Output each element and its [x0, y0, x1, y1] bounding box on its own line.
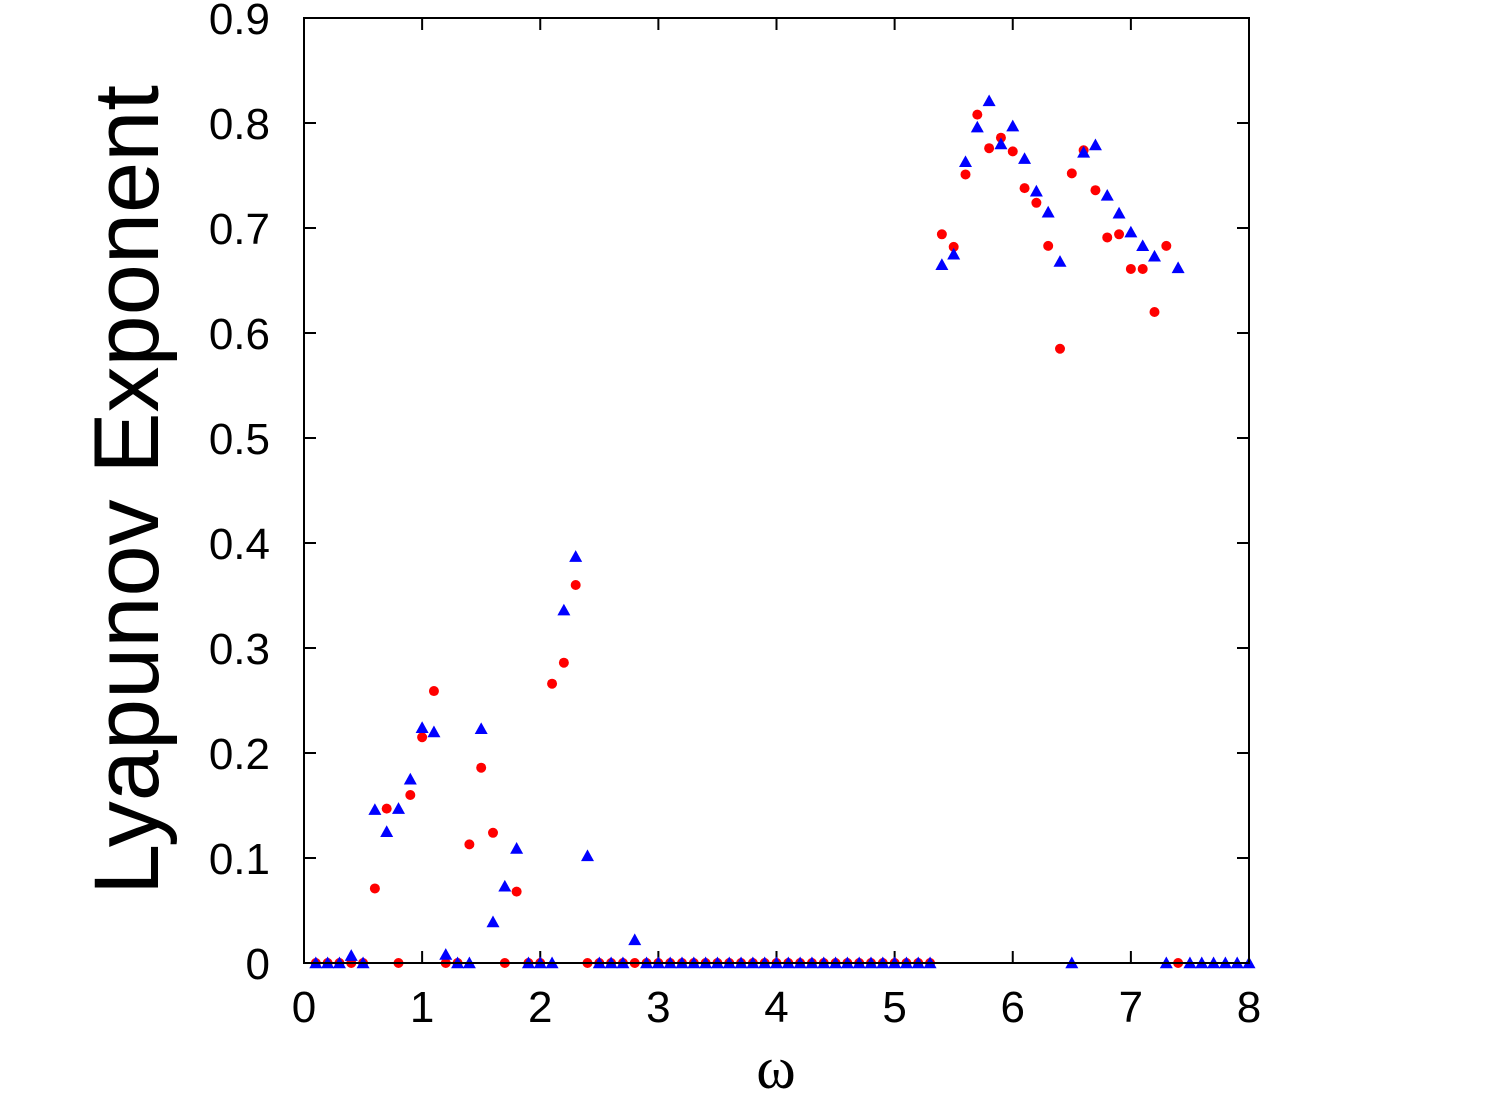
- y-tick-label: 0.6: [209, 310, 270, 359]
- data-point-triangle: [947, 247, 961, 260]
- data-point-triangle: [403, 772, 417, 785]
- data-point-triangle: [935, 258, 949, 270]
- data-point-circle: [547, 678, 558, 689]
- data-point-circle: [948, 241, 959, 252]
- data-point-circle: [1102, 232, 1113, 243]
- y-tick-labels: 0 0.1 0.2 0.3 0.4 0.5 0.6 0.7 0.8 0.9: [209, 0, 270, 989]
- plot-frame: [303, 17, 1250, 964]
- y-tick-label: 0: [246, 940, 270, 989]
- data-point-circle: [1007, 146, 1018, 157]
- data-point-circle: [984, 143, 995, 154]
- data-point-triangle: [1100, 188, 1114, 201]
- data-point-circle: [1149, 307, 1160, 317]
- data-point-triangle: [1029, 184, 1043, 197]
- data-point-circle: [405, 790, 416, 800]
- data-point-triangle: [959, 155, 972, 168]
- data-point-circle: [936, 229, 947, 240]
- data-point-triangle: [1148, 249, 1161, 262]
- x-tick-label: 6: [1001, 983, 1025, 1032]
- x-tick-label: 8: [1237, 983, 1261, 1032]
- data-point-triangle: [1136, 239, 1150, 252]
- data-point-triangle: [439, 948, 453, 960]
- data-point-circle: [1019, 183, 1030, 194]
- y-tick-label: 0.2: [209, 730, 270, 779]
- data-point-triangle: [1041, 205, 1055, 218]
- x-axis-label: ω: [756, 1035, 796, 1100]
- data-point-circle: [369, 883, 380, 894]
- data-point-circle: [1055, 343, 1065, 354]
- data-point-circle: [558, 657, 569, 668]
- data-point-circle: [960, 169, 971, 180]
- data-point-triangle: [368, 803, 382, 815]
- data-point-circle: [511, 886, 522, 897]
- data-point-circle: [1090, 185, 1101, 196]
- x-tick-label: 4: [764, 983, 788, 1032]
- y-tick-label: 0.3: [209, 625, 270, 674]
- data-point-circle: [381, 803, 392, 814]
- data-point-triangle: [1006, 119, 1020, 132]
- data-point-triangle: [1088, 138, 1102, 151]
- data-point-triangle: [581, 849, 594, 862]
- data-point-triangle: [380, 825, 394, 837]
- data-point-triangle: [415, 721, 429, 733]
- data-point-circle: [428, 686, 439, 697]
- data-point-circle: [1114, 229, 1125, 240]
- data-point-circle: [476, 762, 487, 773]
- data-point-triangle: [1053, 255, 1067, 267]
- data-point-triangle: [1171, 261, 1185, 274]
- x-tick-label: 2: [528, 983, 552, 1032]
- data-point-triangle: [427, 725, 441, 738]
- data-point-circle: [1031, 197, 1042, 208]
- data-point-triangle: [486, 915, 500, 928]
- y-tick-label: 0.8: [209, 100, 270, 149]
- data-point-circle: [972, 109, 983, 120]
- data-point-triangle: [392, 802, 405, 814]
- x-tick-label: 1: [410, 983, 434, 1032]
- data-point-triangle: [569, 550, 583, 562]
- x-tick-label: 5: [882, 983, 906, 1032]
- data-point-triangle: [557, 603, 571, 616]
- data-point-triangle: [970, 120, 984, 133]
- x-tick-label: 0: [292, 983, 316, 1032]
- y-tick-label: 0.4: [209, 520, 270, 569]
- data-point-triangle: [510, 842, 524, 854]
- data-point-triangle: [474, 722, 488, 735]
- y-tick-label: 0.5: [209, 415, 270, 464]
- data-point-triangle: [1112, 206, 1126, 219]
- data-point-circle: [1066, 168, 1077, 179]
- x-tick-label: 3: [646, 983, 670, 1032]
- data-point-triangle: [344, 949, 358, 961]
- data-point-triangle: [628, 933, 642, 946]
- data-point-triangle: [1124, 225, 1138, 238]
- data-point-circle: [1125, 263, 1136, 274]
- data-point-triangle: [1077, 145, 1091, 158]
- data-point-circle: [1043, 240, 1054, 251]
- x-tick-label: 7: [1119, 983, 1143, 1032]
- x-tick-labels: 0 1 2 3 4 5 6 7 8: [292, 983, 1261, 1032]
- data-point-triangle: [498, 879, 512, 892]
- y-tick-label: 0.7: [209, 205, 270, 254]
- y-tick-label: 0.9: [209, 0, 270, 44]
- data-point-circle: [1137, 263, 1148, 274]
- data-point-triangle: [1018, 152, 1032, 164]
- data-point-triangle: [982, 94, 996, 107]
- data-point-circle: [570, 580, 581, 590]
- data-point-circle: [464, 839, 475, 850]
- y-axis-label: Lyapunov Exponent: [76, 85, 178, 895]
- y-tick-label: 0.1: [209, 835, 270, 884]
- data-point-circle: [488, 827, 498, 838]
- data-point-circle: [417, 732, 428, 743]
- data-point-triangle: [994, 137, 1008, 150]
- data-point-circle: [1161, 240, 1172, 251]
